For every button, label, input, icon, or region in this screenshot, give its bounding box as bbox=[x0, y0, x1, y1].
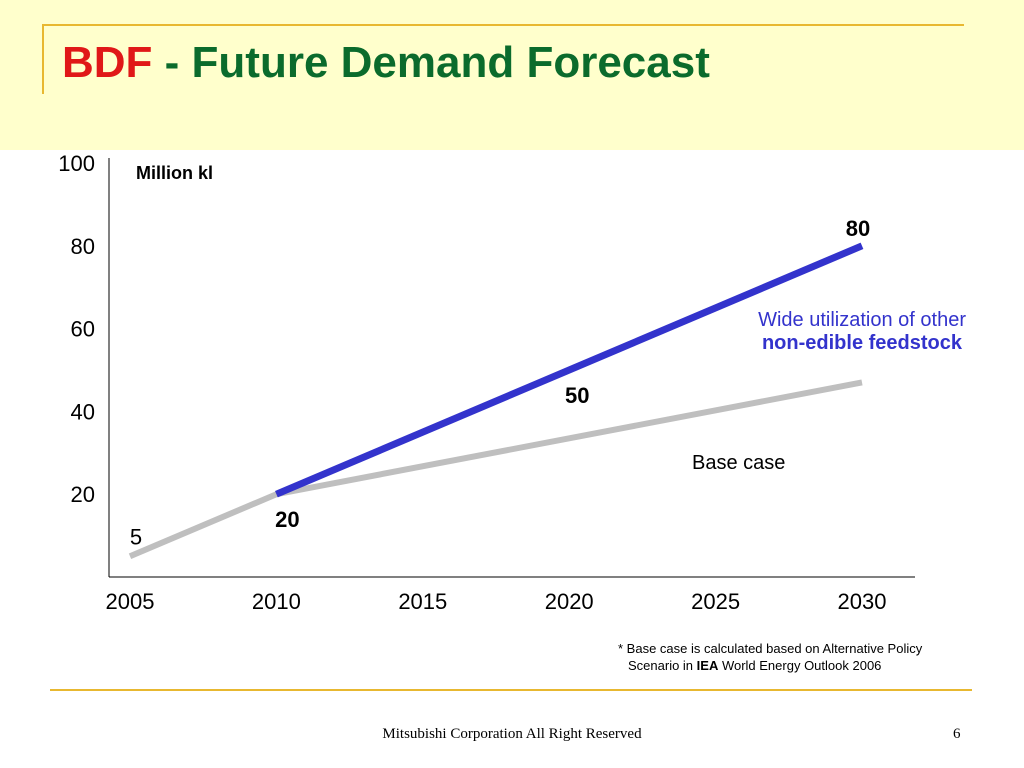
footnote-line-1: * Base case is calculated based on Alter… bbox=[618, 641, 923, 656]
title-rest: - Future Demand Forecast bbox=[152, 38, 710, 87]
y-tick-label: 40 bbox=[71, 399, 95, 424]
x-tick-label: 2010 bbox=[252, 589, 301, 614]
slide-title: BDF - Future Demand Forecast bbox=[62, 38, 710, 88]
footnote-iea: IEA bbox=[696, 658, 719, 673]
legend-wide-line-2: non-edible feedstock bbox=[762, 332, 963, 354]
x-tick-label: 2020 bbox=[545, 589, 594, 614]
footnote-line-2: Scenario in IEA World Energy Outlook 200… bbox=[618, 657, 922, 674]
footnote: * Base case is calculated based on Alter… bbox=[618, 640, 922, 674]
x-tick-label: 2025 bbox=[691, 589, 740, 614]
data-label: 80 bbox=[846, 216, 870, 241]
x-tick-label: 2005 bbox=[106, 589, 155, 614]
legend-wide-line-1: Wide utilization of other bbox=[758, 309, 966, 331]
wide-utilization-line bbox=[275, 242, 864, 498]
footnote-line-2-pre: Scenario in bbox=[628, 658, 697, 673]
title-rule-left bbox=[42, 24, 44, 94]
footnote-line-2-post: World Energy Outlook 2006 bbox=[718, 658, 882, 673]
title-abbr: BDF bbox=[62, 38, 153, 87]
x-tick-label: 2030 bbox=[838, 589, 887, 614]
chart-axes: 20 40 60 80 100 2005 2010 2015 2020 2025 2030 Milli… bbox=[58, 151, 915, 614]
x-tick-label: 2015 bbox=[398, 589, 447, 614]
data-label: 50 bbox=[565, 383, 589, 408]
data-label: 5 bbox=[130, 524, 142, 549]
chart-series bbox=[128, 242, 864, 560]
chart-labels: 5 20 50 80 Wide utilization of othernon-edib… bbox=[130, 216, 966, 549]
footer-rule bbox=[50, 689, 972, 691]
legend-base-case: Base case bbox=[692, 452, 785, 474]
data-label: 20 bbox=[275, 507, 299, 532]
y-tick-label: 80 bbox=[71, 234, 95, 259]
page-number: 6 bbox=[953, 726, 961, 742]
title-rule-top bbox=[42, 24, 964, 26]
y-tick-label: 100 bbox=[58, 151, 95, 176]
footer-copyright: Mitsubishi Corporation All Right Reserve… bbox=[382, 726, 642, 742]
y-axis-unit: Million kl bbox=[136, 163, 213, 183]
y-tick-label: 60 bbox=[71, 317, 95, 342]
y-tick-label: 20 bbox=[71, 482, 95, 507]
